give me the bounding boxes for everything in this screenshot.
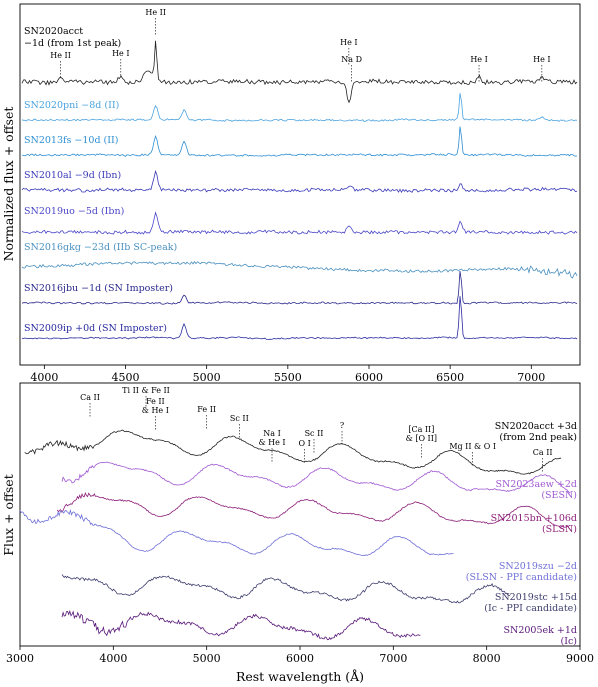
- bottom-label-SN2023aew: SN2023aew +2d: [495, 479, 577, 490]
- top-label-SN2019uo: SN2019uo −5d (Ibn): [24, 206, 124, 217]
- bottom-annotation: [Ca II]: [408, 425, 434, 434]
- spectrum-top-SN2020acct: [21, 40, 578, 104]
- bottom-annotation: Ti II & Fe II: [122, 386, 170, 395]
- spectrum-bottom-SN2019stc: [61, 574, 511, 604]
- bottom-y-axis-label: Flux + offset: [1, 474, 16, 555]
- bottom-label-SN2023aew: (SESN): [541, 490, 577, 501]
- top-annotation: He I: [533, 55, 550, 64]
- top-series-group: [21, 40, 578, 340]
- bottom-x-tick-label: 5000: [193, 652, 221, 665]
- top-annotation: He II: [145, 8, 166, 17]
- bottom-annotation: & [O II]: [406, 434, 437, 443]
- bottom-label-SN2020acct: (from 2nd peak): [499, 432, 577, 443]
- top-label-SN2016gkg: SN2016gkg −23d (IIb SC-peak): [24, 242, 177, 253]
- top-x-ticks: 4000 4500 5000 5500 6000 6500 7000: [30, 365, 545, 384]
- bottom-x-axis-label: Rest wavelength (Å): [236, 669, 364, 684]
- bottom-label-SN2015bn: SN2015bn +106d: [491, 513, 577, 524]
- top-label-SN2013fs: SN2013fs −10d (II): [24, 135, 118, 146]
- spectrum-bottom-SN2019szu: [19, 509, 454, 557]
- spectrum-top-SN2019uo: [21, 211, 578, 235]
- spectrum-bottom-SN2020acct: [24, 429, 562, 475]
- top-x-tick-label: 6500: [436, 371, 464, 384]
- spectrum-bottom-SN2005ek: [61, 609, 421, 641]
- bottom-x-tick-label: 3000: [6, 652, 34, 665]
- top-x-tick-label: 6000: [355, 371, 383, 384]
- spectrum-bottom-SN2015bn: [56, 491, 571, 528]
- bottom-annotation: & He I: [258, 438, 285, 447]
- bottom-x-ticks: 3000 4000 5000 6000 7000 8000 9000: [6, 646, 594, 665]
- bottom-panel: 3000 4000 5000 6000 7000 8000 9000 SN2020acct …: [1, 382, 594, 684]
- top-annotation: Na D: [341, 55, 362, 64]
- bottom-series-group: [19, 429, 571, 641]
- top-x-tick-label: 7000: [517, 371, 545, 384]
- bottom-x-tick-label: 7000: [379, 652, 407, 665]
- top-label-SN2009ip: SN2009ip +0d (SN Imposter): [24, 323, 167, 334]
- top-x-tick-label: 5000: [193, 371, 221, 384]
- bottom-annotation: Ca II: [533, 448, 553, 457]
- bottom-annotation: & He I: [142, 406, 169, 415]
- top-panel: 4000 4500 5000 5500 6000 6500 7000 SN2020acct−…: [1, 3, 581, 384]
- bottom-label-SN2020acct: SN2020acct +3d: [495, 421, 577, 432]
- bottom-x-tick-label: 4000: [99, 652, 127, 665]
- bottom-annotation: Fe II: [146, 397, 165, 406]
- top-x-tick-label: 4000: [30, 371, 58, 384]
- top-annotation: He II: [50, 51, 71, 60]
- top-x-tick-label: 5500: [274, 371, 302, 384]
- bottom-series-labels: SN2020acct +3d(from 2nd peak) SN2023aew +…: [466, 421, 577, 647]
- bottom-annotation: O I: [299, 439, 311, 448]
- top-annotation: He I: [112, 49, 129, 58]
- top-label-SN2020acct: SN2020acct: [24, 26, 83, 37]
- bottom-label-SN2005ek: SN2005ek +1d: [504, 625, 577, 636]
- bottom-annotation: Sc II: [305, 429, 324, 438]
- bottom-x-tick-label: 6000: [286, 652, 314, 665]
- bottom-annotation: Mg II & O I: [449, 442, 496, 451]
- top-annotation: He I: [340, 38, 357, 47]
- bottom-label-SN2015bn: (SLSN): [542, 524, 577, 535]
- bottom-annotation: Na I: [263, 429, 280, 438]
- spectrum-top-SN2016gkg: [21, 261, 578, 279]
- bottom-annotation: Fe II: [197, 405, 216, 414]
- spectrum-bottom-SN2023aew: [61, 461, 571, 494]
- bottom-annotation: Ca II: [80, 393, 100, 402]
- top-plot-frame: [19, 3, 581, 366]
- top-series-labels: SN2020acct−1d (from 1st peak) SN2020pni −…: [24, 26, 177, 334]
- spectrum-top-SN2010al: [21, 169, 578, 194]
- top-line-annotations: He II He I He II He I Na D He I He I: [50, 8, 551, 82]
- bottom-annotation: Sc II: [230, 414, 249, 423]
- spectrum-top-SN2020pni: [21, 93, 578, 123]
- bottom-x-tick-label: 9000: [566, 652, 594, 665]
- top-label-SN2020pni: SN2020pni −8d (II): [24, 100, 119, 111]
- top-label-SN2020acct: −1d (from 1st peak): [24, 38, 121, 49]
- bottom-label-SN2019szu: (SLSN - PPI candidate): [466, 572, 577, 583]
- bottom-label-SN2005ek: (Ic): [561, 636, 578, 647]
- top-x-tick-label: 4500: [112, 371, 140, 384]
- top-annotation: He I: [470, 55, 487, 64]
- spectrum-top-SN2013fs: [21, 126, 578, 157]
- spectrum-top-SN2009ip: [21, 296, 578, 340]
- bottom-x-tick-label: 8000: [473, 652, 501, 665]
- bottom-label-SN2019stc: (Ic - PPI candidate): [484, 603, 577, 614]
- bottom-annotation: ?: [340, 421, 344, 430]
- top-label-SN2010al: SN2010al −9d (Ibn): [24, 170, 121, 181]
- top-y-axis-label: Normalized flux + offset: [1, 107, 16, 262]
- bottom-label-SN2019szu: SN2019szu −2d: [499, 561, 577, 572]
- spectrum-top-SN2016jbu: [21, 270, 578, 305]
- bottom-label-SN2019stc: SN2019stc +15d: [495, 592, 577, 603]
- top-label-SN2016jbu: SN2016jbu −1d (SN Imposter): [24, 283, 173, 294]
